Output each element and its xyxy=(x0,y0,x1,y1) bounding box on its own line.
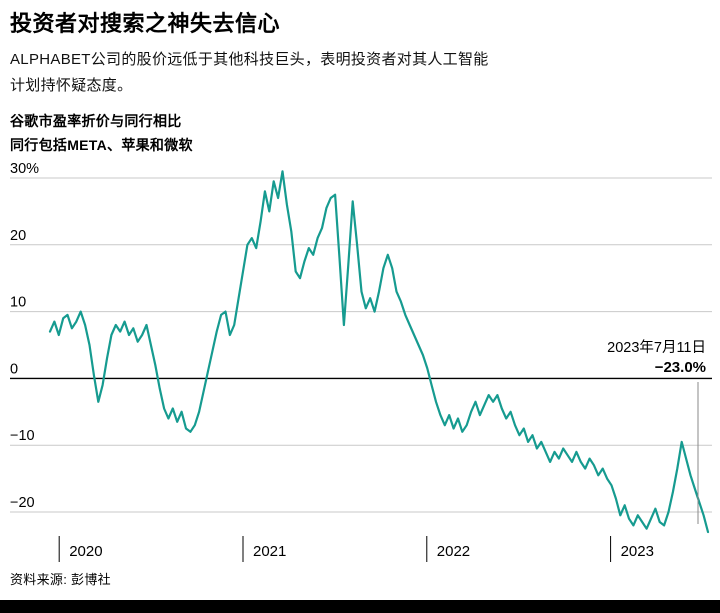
y-axis-label: 20 xyxy=(10,228,26,244)
subtitle-line1: ALPHABET公司的股价远低于其他科技巨头，表明投资者对其人工智能 xyxy=(10,51,489,68)
y-axis-label: −20 xyxy=(10,495,35,511)
subtitle-line2: 计划持怀疑态度。 xyxy=(10,77,133,94)
y-axis-label: 10 xyxy=(10,295,26,311)
x-axis-label: 2020 xyxy=(69,543,102,560)
y-axis-label: 30% xyxy=(10,161,39,177)
page-title: 投资者对搜索之神失去信心 xyxy=(10,11,281,36)
annotation-value: −23.0% xyxy=(655,359,706,376)
annotation-date: 2023年7月11日 xyxy=(607,339,706,356)
x-axis-label: 2022 xyxy=(437,543,470,560)
footer-bar xyxy=(0,600,720,613)
chart-kicker-line1: 谷歌市盈率折价与同行相比 xyxy=(10,113,182,129)
chart-kicker-line2: 同行包括META、苹果和微软 xyxy=(10,137,193,153)
y-axis-label: 0 xyxy=(10,361,18,377)
y-axis-label: −10 xyxy=(10,428,35,444)
data-line xyxy=(48,170,710,534)
x-axis-label: 2021 xyxy=(253,543,286,560)
x-axis-label: 2023 xyxy=(621,543,654,560)
source-note: 资料来源: 彭博社 xyxy=(10,572,111,587)
